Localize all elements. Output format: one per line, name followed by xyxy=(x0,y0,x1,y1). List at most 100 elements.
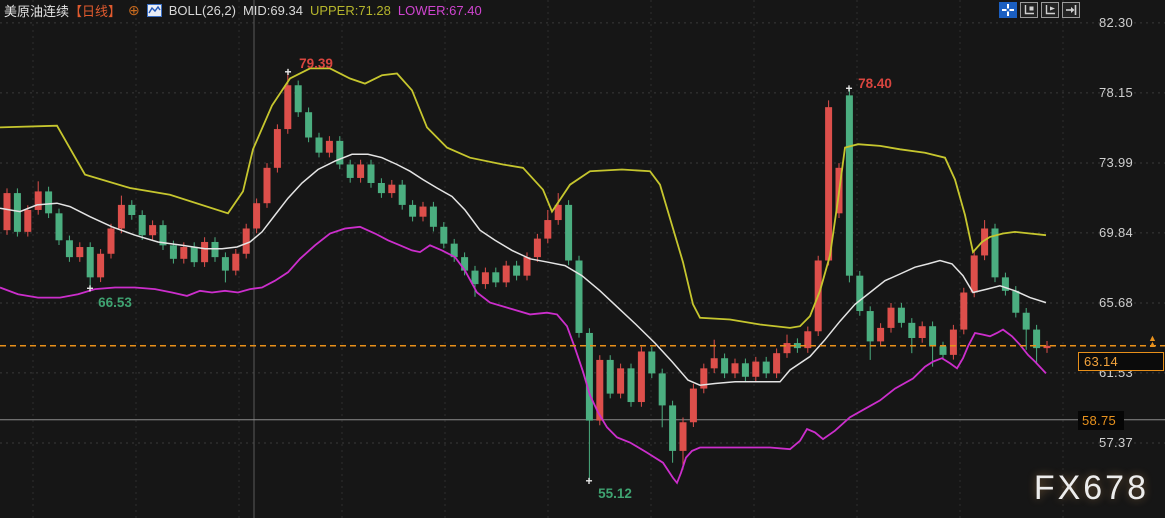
candle[interactable] xyxy=(710,358,718,369)
candle[interactable] xyxy=(97,253,105,278)
candle[interactable] xyxy=(679,422,687,451)
candle[interactable] xyxy=(565,204,573,261)
candle[interactable] xyxy=(367,164,375,183)
crosshair-tool-icon[interactable] xyxy=(999,2,1017,18)
candle[interactable] xyxy=(471,270,479,285)
candle[interactable] xyxy=(877,327,885,342)
candle[interactable] xyxy=(450,243,458,258)
candle[interactable] xyxy=(128,204,136,216)
candle[interactable] xyxy=(1012,290,1020,313)
candle[interactable] xyxy=(617,368,625,394)
candle[interactable] xyxy=(377,182,385,194)
candle[interactable] xyxy=(169,245,177,259)
candle[interactable] xyxy=(637,351,645,403)
candle[interactable] xyxy=(741,363,749,377)
candle[interactable] xyxy=(325,140,333,153)
candle[interactable] xyxy=(991,228,999,278)
candle[interactable] xyxy=(949,329,957,355)
candle[interactable] xyxy=(575,260,583,333)
candle[interactable] xyxy=(242,228,250,254)
symbol-name[interactable]: 美原油连续【日线】 xyxy=(4,1,121,20)
candle[interactable] xyxy=(939,346,947,355)
candle[interactable] xyxy=(107,228,115,254)
candle[interactable] xyxy=(357,164,365,178)
candle[interactable] xyxy=(429,206,437,227)
candle[interactable] xyxy=(305,112,313,138)
candle[interactable] xyxy=(409,204,417,217)
candle[interactable] xyxy=(866,311,874,342)
candle[interactable] xyxy=(1001,277,1009,291)
candle[interactable] xyxy=(492,272,500,283)
candle[interactable] xyxy=(918,326,926,339)
candle[interactable] xyxy=(45,191,53,214)
candle[interactable] xyxy=(533,238,541,258)
candle[interactable] xyxy=(585,332,593,421)
candle[interactable] xyxy=(845,95,853,276)
candle[interactable] xyxy=(190,247,198,263)
candle[interactable] xyxy=(513,265,521,276)
candle[interactable] xyxy=(3,193,11,231)
candle[interactable] xyxy=(731,363,739,374)
candle[interactable] xyxy=(263,167,271,204)
candle[interactable] xyxy=(86,247,94,278)
candle[interactable] xyxy=(1043,345,1051,349)
candle[interactable] xyxy=(419,206,427,217)
candle[interactable] xyxy=(1033,329,1041,349)
candle[interactable] xyxy=(523,257,531,276)
candle[interactable] xyxy=(117,204,125,229)
candle[interactable] xyxy=(221,257,229,271)
candle[interactable] xyxy=(897,307,905,323)
candle[interactable] xyxy=(76,247,84,258)
candle[interactable] xyxy=(648,351,656,374)
candle[interactable] xyxy=(253,203,261,229)
candle[interactable] xyxy=(970,255,978,293)
candle[interactable] xyxy=(440,226,448,244)
candle[interactable] xyxy=(700,368,708,389)
candle[interactable] xyxy=(804,331,812,349)
candle[interactable] xyxy=(783,343,791,354)
candle[interactable] xyxy=(315,137,323,153)
candle[interactable] xyxy=(388,184,396,194)
candle[interactable] xyxy=(24,209,32,232)
candle[interactable] xyxy=(596,359,604,421)
candle[interactable] xyxy=(201,241,209,263)
candle[interactable] xyxy=(689,388,697,423)
candle[interactable] xyxy=(149,225,157,236)
candle[interactable] xyxy=(211,241,219,258)
line-chart-icon[interactable] xyxy=(146,4,162,17)
candle[interactable] xyxy=(721,358,729,374)
candle[interactable] xyxy=(273,129,281,168)
candle[interactable] xyxy=(13,193,21,232)
candle[interactable] xyxy=(346,164,354,178)
candle[interactable] xyxy=(793,343,801,349)
candle[interactable] xyxy=(627,368,635,403)
candle[interactable] xyxy=(606,359,614,394)
measure-flag-icon[interactable] xyxy=(1041,2,1059,18)
candle[interactable] xyxy=(159,225,167,246)
candle[interactable] xyxy=(232,253,240,271)
candle[interactable] xyxy=(461,257,469,271)
candle[interactable] xyxy=(1022,312,1030,330)
candle[interactable] xyxy=(398,184,406,205)
candle[interactable] xyxy=(887,307,895,328)
candle[interactable] xyxy=(294,85,302,113)
candle[interactable] xyxy=(554,204,562,221)
compare-add-icon[interactable]: ⊕ xyxy=(128,2,140,18)
candle[interactable] xyxy=(773,353,781,374)
candle[interactable] xyxy=(981,228,989,256)
candle[interactable] xyxy=(908,322,916,339)
candle[interactable] xyxy=(960,292,968,330)
candle[interactable] xyxy=(34,191,42,210)
candle[interactable] xyxy=(658,373,666,406)
scroll-to-latest-icon[interactable]: ▲ ▲ xyxy=(1148,332,1157,349)
candle[interactable] xyxy=(762,361,770,374)
timeframe-label[interactable]: 【日线】 xyxy=(69,4,122,19)
candle[interactable] xyxy=(481,272,489,285)
candle[interactable] xyxy=(138,215,146,236)
candle[interactable] xyxy=(929,326,937,347)
candle[interactable] xyxy=(180,247,188,259)
candle[interactable] xyxy=(825,107,833,261)
candle[interactable] xyxy=(502,265,510,283)
price-scale-icon[interactable] xyxy=(1020,2,1038,18)
candle[interactable] xyxy=(669,405,677,451)
